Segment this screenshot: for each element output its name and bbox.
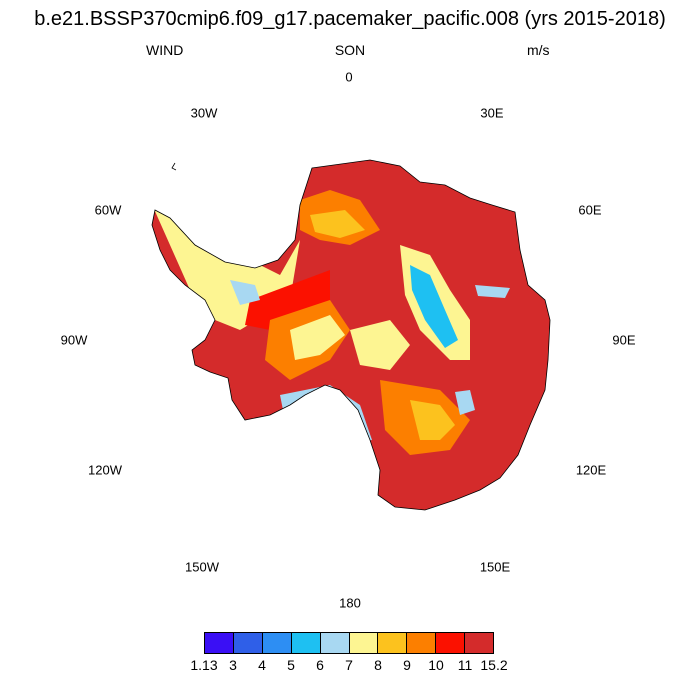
colorbar-box-9: [465, 633, 494, 653]
lon-label-120w: 120W: [88, 462, 122, 478]
wind-speed-field: [152, 160, 550, 510]
field-band-4: [300, 400, 340, 435]
season-label: SON: [334, 42, 366, 58]
colorbar-labels: 1.13 3 4 5 6 7 8 9 10 11 15.2: [0, 657, 700, 675]
colorbar-box-5: [349, 633, 379, 653]
lon-label-150e: 150E: [479, 559, 511, 575]
lon-label-90e: 90E: [612, 332, 636, 348]
colorbar-label-3: 5: [287, 657, 295, 673]
variable-label: WIND: [146, 42, 184, 58]
field-band-8: [310, 210, 365, 238]
lon-label-90w: 90W: [60, 332, 88, 348]
colorbar-label-0: 1.13: [190, 657, 218, 673]
colorbar-box-2: [262, 633, 292, 653]
field-band-10: [245, 270, 330, 330]
colorbar-label-6: 8: [374, 657, 382, 673]
colorbar-label-2: 4: [258, 657, 266, 673]
field-band-5: [410, 265, 458, 348]
colorbar-box-3: [291, 633, 321, 653]
plot-title: b.e21.BSSP370cmip6.f09_g17.pacemaker_pac…: [34, 8, 666, 30]
lon-label-0: 0: [345, 69, 353, 85]
lon-label-30w: 30W: [190, 105, 218, 121]
coastline: [151, 159, 551, 511]
colorbar-box-7: [407, 633, 437, 653]
colorbar-label-7: 9: [403, 657, 411, 673]
field-band-7: [290, 315, 345, 360]
colorbar-box-6: [378, 633, 408, 653]
lon-label-180: 180: [339, 595, 361, 611]
lon-label-120e: 120E: [575, 462, 607, 478]
colorbar-label-5: 7: [345, 657, 353, 673]
island-outline: [171, 162, 177, 171]
colorbar-box-8: [436, 633, 466, 653]
colorbar-label-8: 10: [428, 657, 444, 673]
lon-label-60e: 60E: [578, 202, 602, 218]
colorbar-label-1: 3: [229, 657, 237, 673]
colorbar-box-1: [233, 633, 263, 653]
lon-label-150w: 150W: [185, 559, 219, 575]
colorbar-box-0: [205, 633, 234, 653]
colorbar: [204, 632, 494, 654]
colorbar-box-4: [320, 633, 350, 653]
lon-label-30e: 30E: [480, 105, 504, 121]
field-band-6b: [455, 390, 475, 415]
colorbar-label-9: 11: [457, 657, 473, 673]
colorbar-label-4: 6: [316, 657, 324, 673]
units-label: m/s: [527, 42, 550, 58]
field-band-6d: [475, 285, 510, 298]
lon-label-60w: 60W: [94, 202, 122, 218]
field-band-6c: [230, 280, 260, 305]
field-band-8b: [410, 400, 455, 440]
colorbar-label-10: 15.2: [480, 657, 508, 673]
field-center-7: [350, 320, 410, 370]
